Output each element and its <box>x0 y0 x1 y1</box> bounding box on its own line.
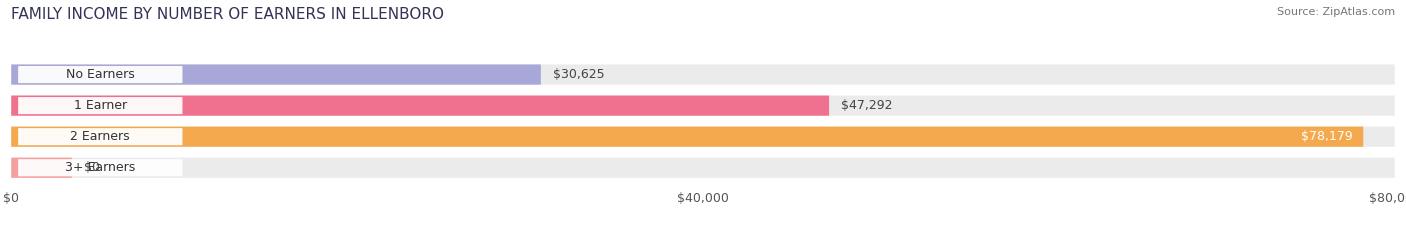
Text: $0: $0 <box>84 161 100 174</box>
FancyBboxPatch shape <box>18 128 183 145</box>
FancyBboxPatch shape <box>18 97 183 114</box>
Text: No Earners: No Earners <box>66 68 135 81</box>
FancyBboxPatch shape <box>11 96 830 116</box>
FancyBboxPatch shape <box>11 127 1364 147</box>
FancyBboxPatch shape <box>11 65 541 85</box>
Text: $30,625: $30,625 <box>553 68 605 81</box>
Text: 3+ Earners: 3+ Earners <box>65 161 135 174</box>
FancyBboxPatch shape <box>11 96 1395 116</box>
FancyBboxPatch shape <box>11 127 1395 147</box>
FancyBboxPatch shape <box>11 158 1395 178</box>
FancyBboxPatch shape <box>18 159 183 176</box>
Text: 2 Earners: 2 Earners <box>70 130 131 143</box>
FancyBboxPatch shape <box>11 65 1395 85</box>
Text: FAMILY INCOME BY NUMBER OF EARNERS IN ELLENBORO: FAMILY INCOME BY NUMBER OF EARNERS IN EL… <box>11 7 444 22</box>
FancyBboxPatch shape <box>11 158 72 178</box>
FancyBboxPatch shape <box>18 66 183 83</box>
Text: 1 Earner: 1 Earner <box>73 99 127 112</box>
Text: $78,179: $78,179 <box>1301 130 1353 143</box>
Text: $47,292: $47,292 <box>841 99 893 112</box>
Text: Source: ZipAtlas.com: Source: ZipAtlas.com <box>1277 7 1395 17</box>
